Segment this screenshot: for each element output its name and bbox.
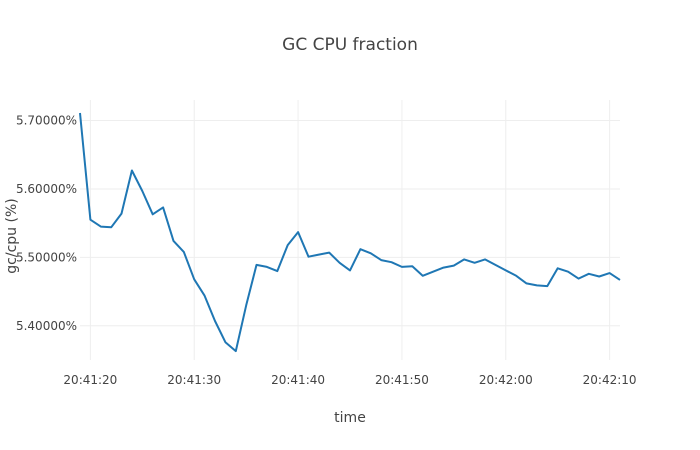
series-layer bbox=[79, 112, 621, 353]
y-axis-ticks: 5.40000% 5.50000% 5.60000% 5.70000% bbox=[16, 114, 77, 333]
x-tick-label: 20:42:10 bbox=[583, 373, 637, 387]
y-tick-label: 5.50000% bbox=[16, 250, 77, 264]
x-axis-ticks: 20:41:20 20:41:30 20:41:40 20:41:50 20:42:00… bbox=[63, 373, 636, 387]
series-line bbox=[79, 112, 621, 353]
y-tick-label: 5.70000% bbox=[16, 114, 77, 128]
x-tick-label: 20:41:20 bbox=[63, 373, 117, 387]
y-axis-title: gc/cpu (%) bbox=[4, 198, 20, 273]
x-axis-title: time bbox=[334, 410, 366, 426]
chart-title: GC CPU fraction bbox=[282, 35, 418, 55]
y-tick-label: 5.60000% bbox=[16, 182, 77, 196]
gridlines bbox=[80, 100, 620, 360]
x-tick-label: 20:41:50 bbox=[375, 373, 429, 387]
y-tick-label: 5.40000% bbox=[16, 319, 77, 333]
x-tick-label: 20:41:40 bbox=[271, 373, 325, 387]
x-tick-label: 20:42:00 bbox=[479, 373, 533, 387]
x-tick-label: 20:41:30 bbox=[167, 373, 221, 387]
